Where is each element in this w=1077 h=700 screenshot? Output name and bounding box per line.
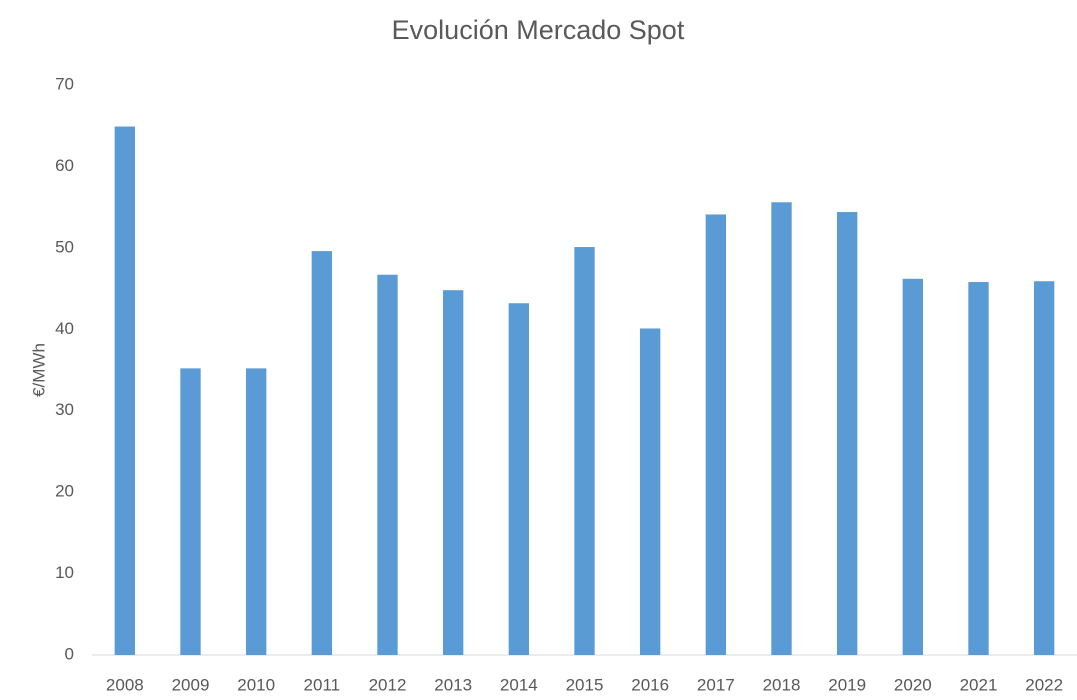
y-tick-label: 20	[55, 482, 74, 501]
x-tick-label: 2015	[566, 675, 604, 694]
x-tick-label: 2008	[106, 675, 144, 694]
x-tick-label: 2020	[894, 675, 932, 694]
bar	[639, 328, 661, 655]
x-tick-label: 2013	[434, 675, 472, 694]
bar	[705, 214, 727, 655]
bar	[377, 274, 398, 655]
x-tick-label: 2016	[631, 675, 669, 694]
x-tick-label: 2017	[697, 675, 735, 694]
bar	[442, 290, 464, 655]
x-tick-label: 2010	[237, 675, 275, 694]
bar	[180, 368, 201, 655]
x-tick-label: 2021	[960, 675, 998, 694]
bar	[508, 303, 530, 655]
bar	[1033, 281, 1055, 655]
chart-title: Evolución Mercado Spot	[392, 15, 685, 45]
x-tick-label: 2012	[369, 675, 407, 694]
bar	[968, 282, 989, 655]
bar	[311, 251, 333, 655]
y-tick-label: 30	[55, 400, 74, 419]
bar	[836, 212, 858, 655]
bar	[771, 202, 792, 655]
y-tick-label: 50	[55, 237, 74, 256]
y-tick-label: 70	[55, 74, 74, 93]
y-tick-label: 60	[55, 156, 74, 175]
bar	[574, 247, 595, 656]
y-axis-label: €/MWh	[29, 343, 48, 397]
y-tick-label: 40	[55, 319, 74, 338]
x-tick-label: 2014	[500, 675, 538, 694]
y-tick-label: 0	[65, 644, 74, 663]
x-tick-label: 2009	[172, 675, 210, 694]
x-tick-label: 2011	[304, 675, 341, 694]
y-tick-label: 10	[55, 563, 74, 582]
x-tick-label: 2022	[1025, 675, 1063, 694]
bar	[245, 368, 267, 655]
x-tick-label: 2018	[763, 675, 801, 694]
x-tick-label: 2019	[828, 675, 866, 694]
bar	[902, 278, 924, 655]
bar	[114, 126, 136, 656]
